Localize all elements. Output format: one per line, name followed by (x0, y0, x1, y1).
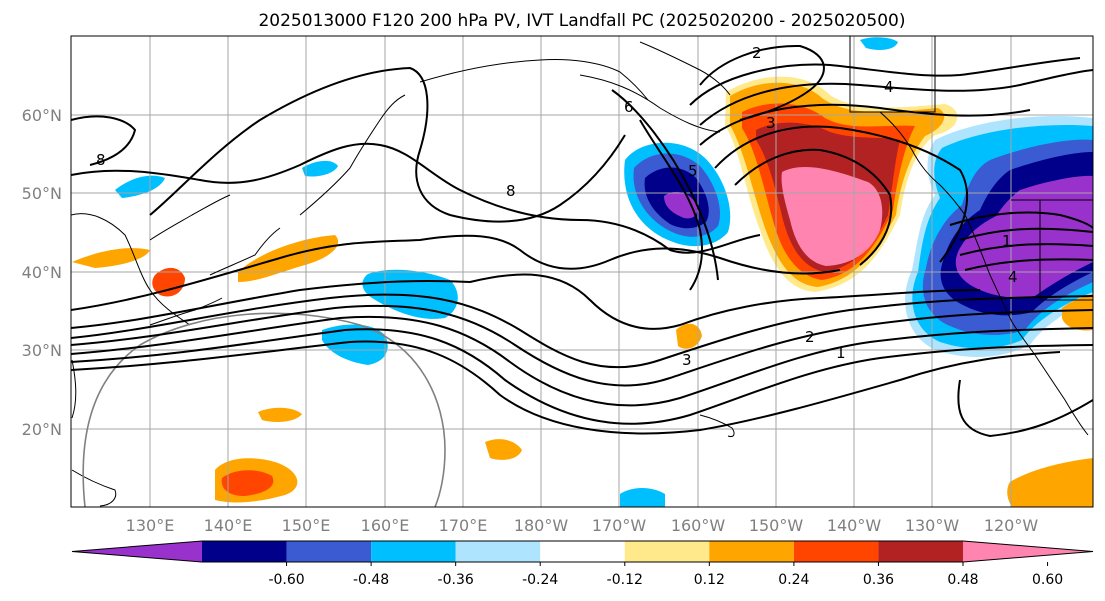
lat-label: 40°N (22, 263, 62, 282)
coastlines (71, 36, 1093, 507)
colorbar-segment (286, 541, 372, 562)
colorbar-tick-label: -0.48 (353, 572, 389, 588)
colorbar-tick-label: 0.24 (778, 572, 809, 588)
contour-label: 1 (836, 344, 846, 362)
contour-label: 8 (506, 182, 516, 200)
lat-label: 60°N (22, 106, 62, 125)
lat-label: 30°N (22, 341, 62, 360)
shade-na-purple (955, 175, 1093, 298)
lon-label: 150°E (282, 516, 331, 535)
lat-label: 20°N (22, 420, 62, 439)
colorbar-tick-label: 0.36 (863, 572, 894, 588)
colorbar-segment (709, 541, 794, 562)
colorbar-tick-label: -0.60 (268, 572, 304, 588)
shade-blob-7 (221, 470, 274, 496)
lon-label: 140°W (827, 516, 882, 535)
contour-label: 1 (1002, 232, 1012, 250)
lon-label: 160°W (671, 516, 726, 535)
lon-label: 130°W (905, 516, 960, 535)
contour-label: 3 (682, 351, 692, 369)
colorbar-tick-label: 0.48 (947, 572, 978, 588)
colorbar-tick-label: -0.12 (607, 572, 643, 588)
lat-label: 50°N (22, 184, 62, 203)
colorbar: -0.60 -0.48 -0.36 -0.24 -0.12 0.12 0.24 0.36 0.4… (71, 540, 1094, 588)
pv-contours (71, 44, 1093, 438)
lon-label: 140°E (204, 516, 253, 535)
contour-label: 4 (884, 78, 894, 96)
colorbar-extend-min (72, 541, 202, 562)
shade-blob-13 (860, 37, 898, 50)
shade-blob-10 (1007, 458, 1093, 507)
latitude-labels: 60°N 50°N 40°N 30°N 20°N (22, 106, 62, 439)
colorbar-segment (455, 541, 541, 562)
colorbar-extend-max (963, 541, 1093, 562)
contour-label: 2 (752, 44, 762, 62)
map-panel: 2 4 6 8 8 5 3 2 1 3 4 1 (70, 35, 1094, 508)
colorbar-tick-label: 0.60 (1032, 572, 1063, 588)
contour-label: 5 (688, 162, 698, 180)
colorbar-segment (371, 541, 456, 562)
lon-label: 120°W (984, 516, 1039, 535)
shade-blob-15 (302, 160, 338, 177)
region-circle (82, 312, 446, 507)
lon-label: 170°E (439, 516, 488, 535)
colorbar-segment (624, 541, 710, 562)
lon-label: 180°W (514, 516, 569, 535)
lon-label: 150°W (749, 516, 804, 535)
shade-blob-12 (620, 488, 665, 507)
colorbar-segment (202, 541, 287, 562)
lon-label: 130°E (126, 516, 175, 535)
shade-blob-4 (72, 248, 150, 268)
shade-blob-14 (115, 175, 165, 198)
map-frame (70, 35, 1094, 508)
contour-label: 6 (624, 98, 634, 116)
colorbar-tick-label: -0.24 (522, 572, 558, 588)
lon-label: 160°E (361, 516, 410, 535)
ivt-shading (72, 37, 1093, 507)
colorbar-segment (878, 541, 963, 562)
contour-labels: 2 4 6 8 8 5 3 2 1 3 4 1 (96, 44, 1018, 369)
colorbar-tick-label: -0.36 (438, 572, 474, 588)
shade-blob-5 (152, 267, 185, 297)
shade-blob-3 (238, 235, 339, 282)
shade-blob-16 (258, 407, 302, 422)
shade-ne-pacific-pink (781, 166, 883, 266)
colorbar-outline (71, 540, 1094, 563)
longitude-labels: 130°E 140°E 150°E 160°E 170°E 180°W 170°… (126, 516, 1039, 535)
contour-label: 2 (805, 328, 815, 346)
figure-title: 2025013000 F120 200 hPa PV, IVT Landfall… (258, 11, 905, 31)
graticule (71, 36, 1093, 507)
lon-label: 170°W (592, 516, 647, 535)
shade-blob-2 (322, 324, 388, 365)
shade-blob-11 (1062, 294, 1093, 331)
shade-blob-9 (676, 323, 702, 349)
colorbar-tick-label: 0.12 (694, 572, 725, 588)
shade-blob-8 (485, 439, 522, 460)
colorbar-segment (793, 541, 879, 562)
colorbar-segment (540, 541, 625, 562)
contour-label: 8 (96, 151, 106, 169)
contour-label: 3 (766, 114, 776, 132)
contour-label: 4 (1008, 268, 1018, 286)
